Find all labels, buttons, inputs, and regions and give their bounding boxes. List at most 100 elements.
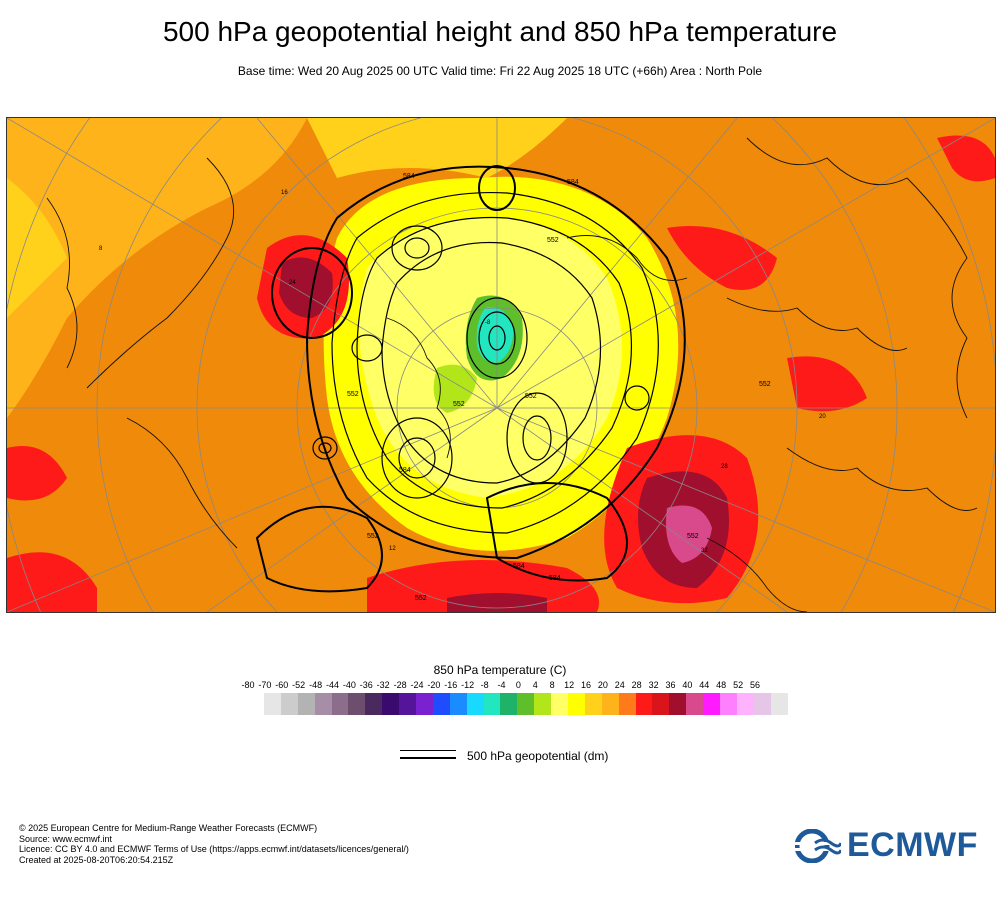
- legend-line-thick: [400, 757, 456, 759]
- hot-region-west-edge: [7, 446, 67, 501]
- colorbar-tick-label: -36: [359, 680, 373, 690]
- temp-label: -8: [485, 320, 491, 326]
- hot-region-northeast: [667, 226, 777, 290]
- colorbar-tick-label: -12: [461, 680, 475, 690]
- chart-title: 500 hPa geopotential height and 850 hPa …: [162, 16, 838, 47]
- temp-band-top: [307, 118, 567, 178]
- colorbar-swatch: [652, 693, 670, 715]
- colorbar-tick-label: 20: [597, 680, 608, 690]
- colorbar-tick-label: -20: [427, 680, 441, 690]
- colorbar-tick-label: 40: [682, 680, 693, 690]
- colorbar-tick-label: -8: [480, 680, 489, 690]
- colorbar-tick-label: -32: [376, 680, 390, 690]
- colorbar-tick-label: -4: [497, 680, 506, 690]
- colorbar-swatch: [517, 693, 535, 715]
- temp-label: 28: [721, 464, 728, 470]
- colorbar-swatch: [348, 693, 366, 715]
- temp-label: 8: [99, 246, 103, 252]
- footer-copyright: © 2025 European Centre for Medium-Range …: [19, 823, 318, 833]
- colorbar-tick-label: 0: [515, 680, 521, 690]
- legend-line-thin: [400, 750, 456, 751]
- coastlines: [46, 137, 978, 612]
- footer-source: Source: www.ecmwf.int: [19, 833, 113, 844]
- contour-label: 552: [347, 391, 359, 398]
- colorbar-swatch: [770, 693, 788, 715]
- colorbar-swatch: [568, 693, 585, 715]
- colorbar-tick-label: -40: [342, 680, 356, 690]
- colorbar-swatch: [601, 693, 619, 715]
- ecmwf-logo-icon: [795, 828, 841, 863]
- colorbar-swatch: [618, 693, 636, 715]
- contour-label: 584: [513, 563, 525, 570]
- colorbar-tick-label: -24: [410, 680, 424, 690]
- footer-credits: © 2025 European Centre for Medium-Range …: [19, 823, 409, 865]
- contour-label: 552: [547, 237, 559, 244]
- colorbar-swatch: [432, 693, 450, 715]
- colorbar-tick-label: -44: [325, 680, 340, 690]
- hot-region-south-core: [447, 593, 547, 612]
- colorbar-tick-label: -52: [292, 680, 306, 690]
- colorbar-swatch: [753, 693, 771, 715]
- contour-label: 584: [399, 467, 411, 474]
- colorbar-swatch: [500, 693, 518, 715]
- colorbar-swatch: [382, 693, 400, 715]
- colorbar-swatch: [534, 693, 552, 715]
- contour-label: 552: [525, 393, 537, 400]
- colorbar-tick-label: -80: [241, 680, 255, 690]
- hot-region-southwest: [7, 552, 97, 612]
- colorbar-tick-label: 32: [648, 680, 659, 690]
- temp-label: 12: [389, 546, 396, 552]
- colorbar-swatch: [703, 693, 721, 715]
- colorbar-tick-label: 28: [631, 680, 642, 690]
- colorbar-tick-label: 12: [564, 680, 575, 690]
- colorbar-tick-label: 8: [549, 680, 555, 690]
- contour-label: 552: [367, 533, 379, 540]
- colorbar-tick-label: -28: [393, 680, 407, 690]
- colorbar-swatch: [331, 693, 349, 715]
- colorbar-swatch: [399, 693, 417, 715]
- hot-region-southeast-peak: [666, 505, 712, 563]
- colorbar-tick-label: 4: [532, 680, 538, 690]
- contour-label: 552: [759, 381, 771, 388]
- footer-created: Created at 2025-08-20T06:20:54.215Z: [19, 854, 174, 865]
- colorbar-tick-label: 48: [716, 680, 727, 690]
- contour-label: 584: [403, 173, 415, 180]
- colorbar-swatch: [635, 693, 653, 715]
- temp-region-cyan: [476, 307, 514, 363]
- hot-region-east: [787, 356, 867, 412]
- colorbar-swatch: [314, 693, 332, 715]
- colorbar-ticks: -80 -70 -60 -52 -48 -44 -40 -36 -32 -28 -24 -20 -16-…: [0, 680, 1000, 692]
- colorbar-swatch: [466, 693, 484, 715]
- ecmwf-logo-text: ECMWF: [847, 826, 978, 864]
- ecmwf-logo: ECMWF: [795, 826, 978, 865]
- temp-label: 24: [289, 280, 296, 286]
- geopotential-contours: [255, 165, 686, 593]
- colorbar-tick-label: -16: [444, 680, 458, 690]
- colorbar-swatch: [365, 693, 383, 715]
- colorbar-swatch: [264, 693, 281, 715]
- colorbar-tick-label: 44: [699, 680, 710, 690]
- colorbar-swatch: [280, 693, 298, 715]
- colorbar-swatch: [483, 693, 501, 715]
- contour-label: 584: [549, 575, 561, 582]
- temp-label: 20: [819, 414, 826, 420]
- geopotential-legend-label: 500 hPa geopotential (dm): [467, 749, 609, 763]
- colorbar-title: 850 hPa temperature (C): [433, 663, 567, 677]
- colorbar-swatch: [736, 693, 754, 715]
- colorbar-swatch: [551, 693, 569, 715]
- colorbar-tick-label: -48: [309, 680, 323, 690]
- colorbar-tick-label: -70: [258, 680, 272, 690]
- colorbar-swatch: [669, 693, 687, 715]
- temp-label: 16: [281, 190, 288, 196]
- contour-label: 584: [567, 179, 579, 186]
- contour-label: 552: [415, 595, 427, 602]
- footer-licence: Licence: CC BY 4.0 and ECMWF Terms of Us…: [19, 844, 409, 854]
- colorbar: [264, 693, 788, 715]
- colorbar-swatch: [297, 693, 315, 715]
- contour-labels: 584 584 584 584 584 552 552 552 552 552 …: [347, 173, 771, 602]
- contour-label: 552: [453, 401, 465, 408]
- temp-label: 32: [701, 548, 708, 554]
- chart-subtitle: Base time: Wed 20 Aug 2025 00 UTC Valid …: [237, 64, 763, 78]
- colorbar-swatch: [720, 693, 737, 715]
- colorbar-swatch: [686, 693, 704, 715]
